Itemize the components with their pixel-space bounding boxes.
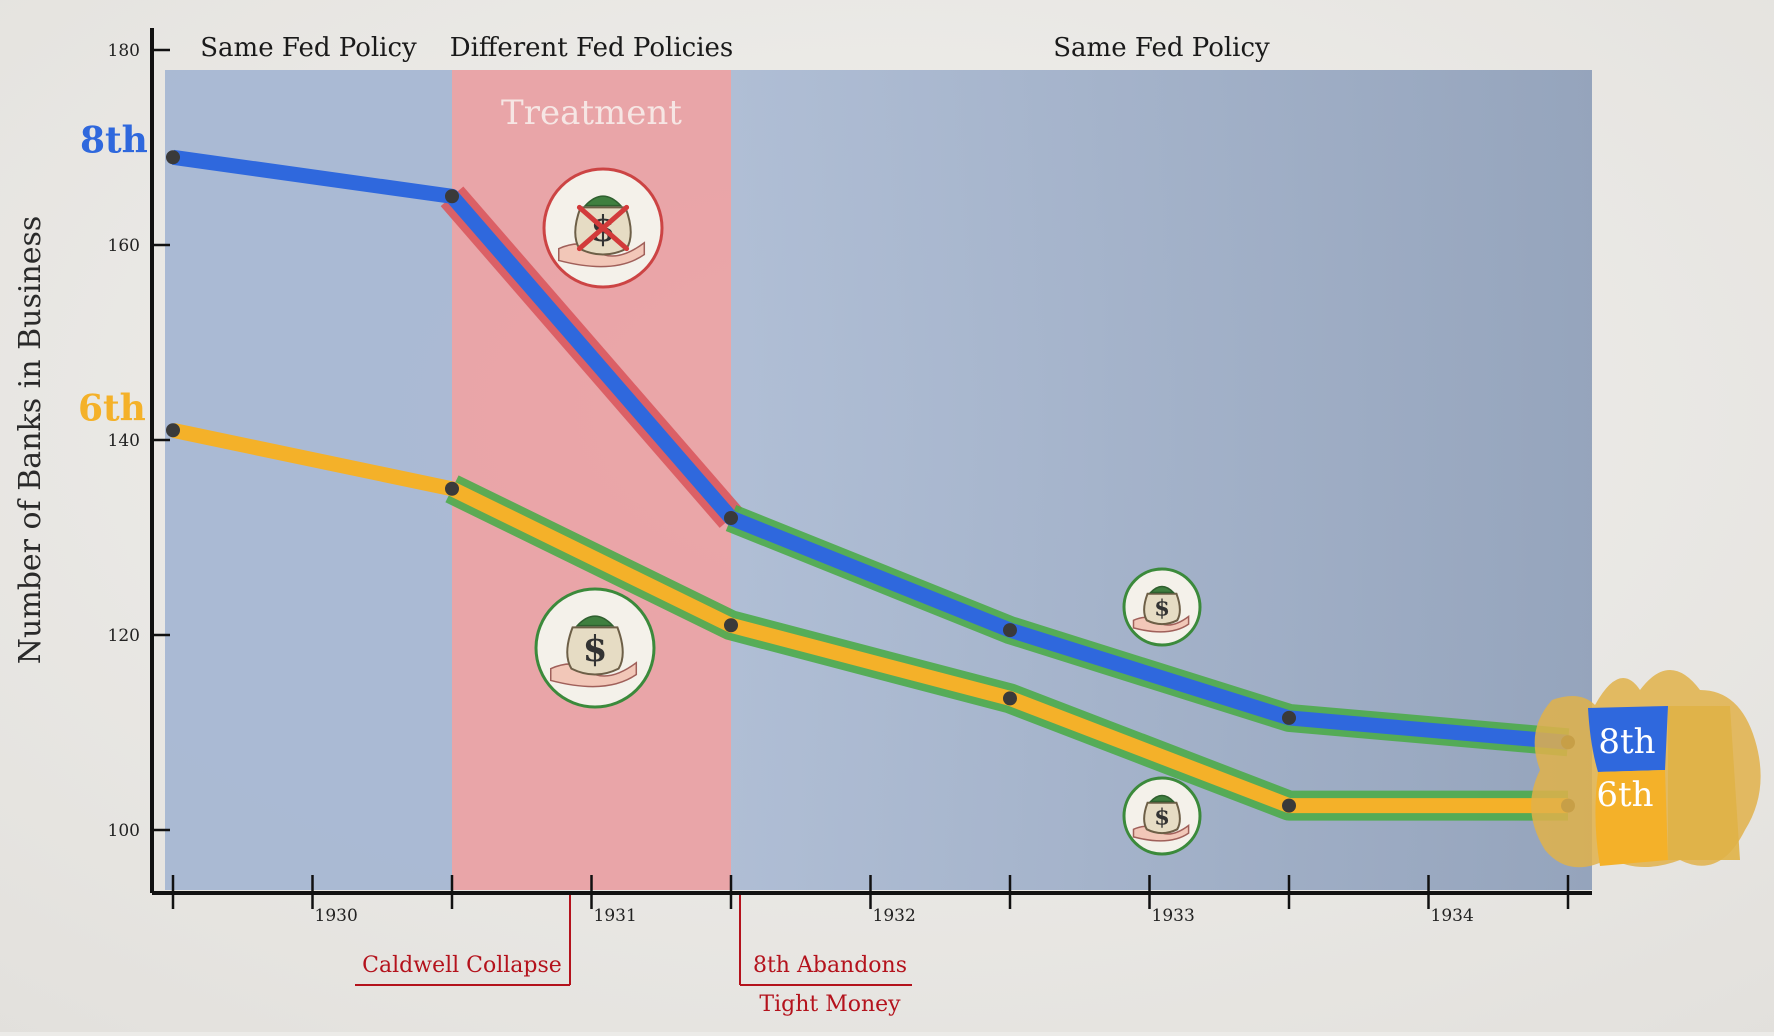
y-tick-label-120: 120 xyxy=(108,626,140,646)
money-bag-hand-icon: $ xyxy=(534,587,656,709)
map-region-east xyxy=(1668,706,1740,860)
x-tick-label-1933: 1933 xyxy=(1152,906,1195,926)
map-label-6th: 6th xyxy=(1596,775,1653,815)
money-bag-hand-icon-3-bag xyxy=(1143,801,1181,835)
map-region-6th xyxy=(1595,770,1668,866)
annotation-tight-money: Tight Money xyxy=(759,992,901,1017)
y-tick-label-160: 160 xyxy=(108,236,140,256)
map-region-8th xyxy=(1588,706,1668,772)
y-tick-label-100: 100 xyxy=(108,821,140,841)
y-tick-label-140: 140 xyxy=(108,431,140,451)
point-6th-4 xyxy=(1282,798,1296,813)
x-tick-label-1931: 1931 xyxy=(594,906,637,926)
money-bag-hand-icon-2-notes xyxy=(1148,585,1176,594)
money-bag-crossed-icon: $ xyxy=(542,167,664,289)
point-8th-4 xyxy=(1282,710,1296,725)
point-8th-1 xyxy=(445,189,459,204)
series-line-8th xyxy=(171,149,1569,750)
region-label-2: Different Fed Policies xyxy=(450,33,734,63)
money-bag-hand-icon-bag xyxy=(566,626,624,676)
map-label-8th: 8th xyxy=(1598,722,1655,762)
point-6th-1 xyxy=(445,481,459,496)
point-6th-3 xyxy=(1003,691,1017,706)
point-6th-0 xyxy=(166,423,180,438)
x-tick-label-1932: 1932 xyxy=(873,906,916,926)
y-axis-label: Number of Banks in Business xyxy=(13,216,48,665)
money-bag-hand-icon-2: $ xyxy=(1122,567,1202,647)
money-bag-hand-icon-3-notes xyxy=(1148,794,1176,803)
treatment-label: Treatment xyxy=(501,93,682,133)
money-bag-hand-icon-dollar: $ xyxy=(583,629,608,670)
money-bag-hand-icon-2-bag xyxy=(1143,592,1181,626)
money-bag-crossed-icon-notes xyxy=(583,195,623,207)
money-bag-hand-icon-notes xyxy=(575,615,615,627)
money-bag-hand-icon-3: $ xyxy=(1122,776,1202,856)
money-bag-hand-icon-3-dollar: $ xyxy=(1154,804,1170,830)
region-label-1: Same Fed Policy xyxy=(200,33,417,63)
x-tick-label-1930: 1930 xyxy=(315,906,358,926)
series-label-8th: 8th xyxy=(80,119,148,161)
series-label-6th: 6th xyxy=(78,387,146,429)
point-8th-2 xyxy=(724,511,738,525)
annotation-caldwell-collapse: Caldwell Collapse xyxy=(362,953,562,978)
point-8th-0 xyxy=(166,150,180,165)
point-6th-2 xyxy=(724,618,738,633)
point-8th-3 xyxy=(1003,623,1017,638)
series-line-6th xyxy=(171,422,1568,814)
money-bag-hand-icon-2-dollar: $ xyxy=(1154,595,1170,621)
x-tick-label-1934: 1934 xyxy=(1431,906,1474,926)
y-tick-label-180: 180 xyxy=(108,41,140,61)
money-bag-crossed-icon-cross-b xyxy=(576,204,630,252)
annotation-8th-abandons: 8th Abandons xyxy=(753,953,907,978)
region-label-3: Same Fed Policy xyxy=(1053,33,1270,63)
